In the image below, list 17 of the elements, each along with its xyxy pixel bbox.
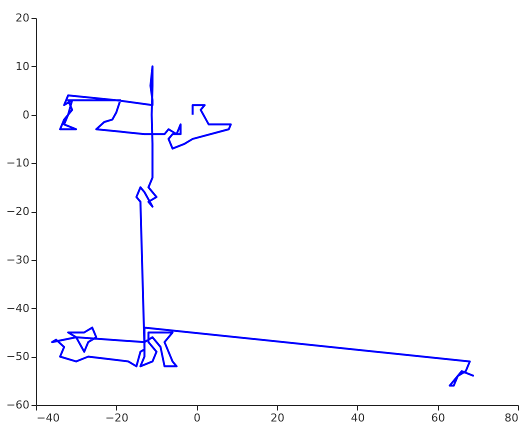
line-series xyxy=(51,65,475,387)
y-tick-label: −30 xyxy=(6,253,30,266)
y-tick-label: −60 xyxy=(6,398,30,412)
x-tick-label: −40 xyxy=(36,412,60,424)
x-tick-label: 80 xyxy=(504,412,518,424)
x-tick-label: 40 xyxy=(350,412,365,424)
x-tick-label: −20 xyxy=(105,412,128,424)
y-tick-label: 0 xyxy=(22,108,30,122)
x-tick-label: 60 xyxy=(431,412,446,424)
y-tick-label: 20 xyxy=(16,12,30,24)
y-tick-label: −40 xyxy=(6,302,30,315)
y-tick-label: −50 xyxy=(6,350,30,364)
y-tick-label: −10 xyxy=(6,156,30,170)
x-tick-label: 0 xyxy=(194,412,201,424)
x-tick-label: 20 xyxy=(270,412,284,424)
y-tick-label: 10 xyxy=(16,60,30,73)
y-tick-label: −20 xyxy=(6,205,30,218)
